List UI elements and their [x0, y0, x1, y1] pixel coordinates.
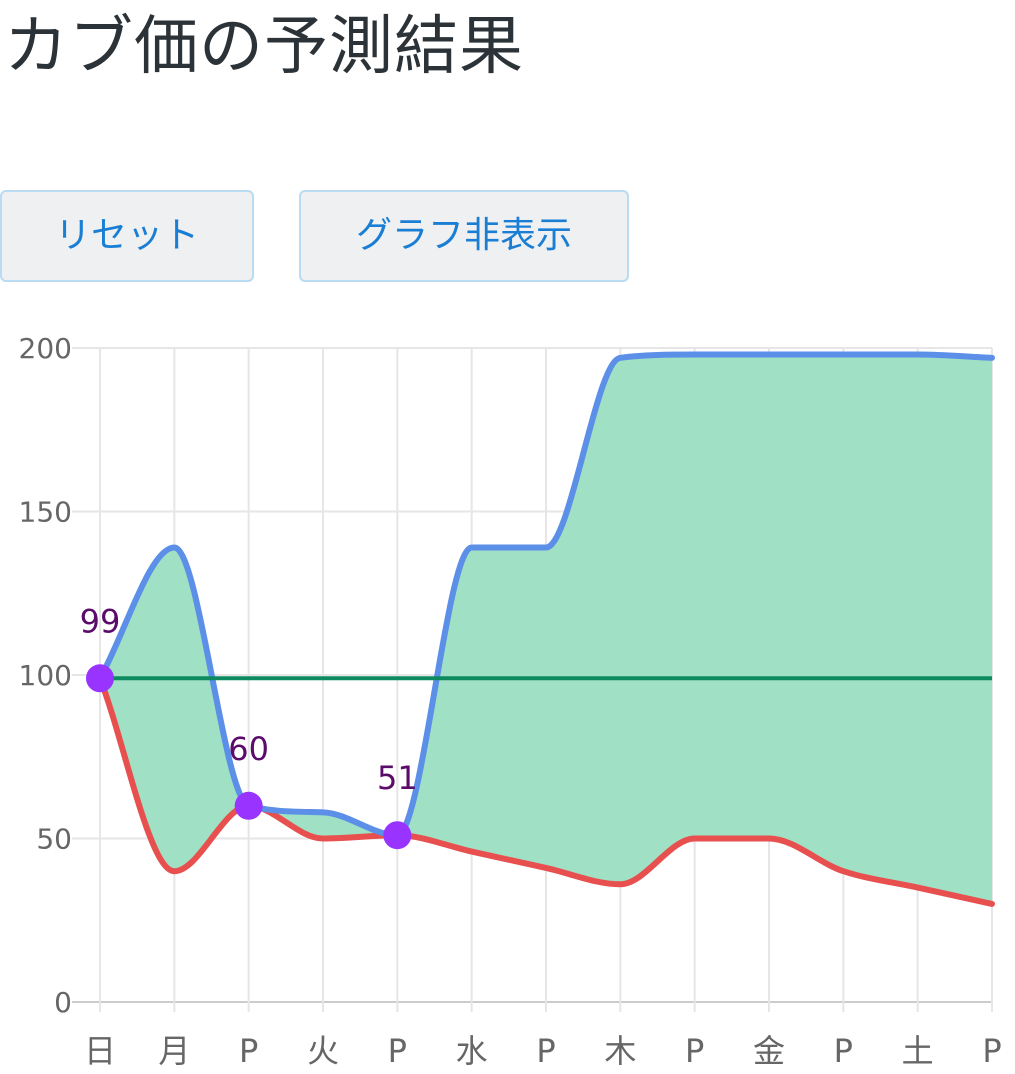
hide-graph-button[interactable]: グラフ非表示 — [299, 190, 629, 282]
y-axis: 0 50 100 150 200 — [19, 332, 72, 1019]
data-point-label: 60 — [228, 730, 269, 768]
x-tick-label: P — [239, 1032, 258, 1070]
x-tick-label: P — [834, 1032, 853, 1070]
x-tick-label: P — [388, 1032, 407, 1070]
reset-button[interactable]: リセット — [0, 190, 254, 282]
x-tick-label: 金 — [753, 1032, 785, 1070]
y-tick-label: 150 — [19, 496, 72, 529]
x-tick-label: 木 — [604, 1032, 636, 1070]
x-tick-label: P — [536, 1032, 555, 1070]
x-tick-label: 月 — [158, 1032, 190, 1070]
page-title: カブ価の予測結果 — [4, 10, 524, 84]
price-forecast-chart: 99 60 51 0 50 100 150 200 日 月 P 火 P 水 P 木 P 金 P 土 P — [19, 332, 1002, 1070]
y-tick-label: 0 — [54, 986, 72, 1019]
y-tick-label: 50 — [36, 823, 72, 856]
range-fill — [100, 354, 992, 904]
x-tick-label: 火 — [307, 1032, 339, 1070]
x-tick-label: P — [982, 1032, 1001, 1070]
chart-lines — [97, 351, 995, 907]
y-tick-label: 100 — [19, 659, 72, 692]
data-point-label: 99 — [80, 602, 121, 640]
min-price-line — [97, 675, 995, 907]
x-tick-label: 土 — [902, 1032, 934, 1070]
data-point — [383, 821, 412, 850]
max-price-line — [97, 351, 995, 839]
data-point — [86, 664, 114, 693]
x-tick-label: P — [685, 1032, 704, 1070]
data-points: 99 60 51 — [80, 602, 418, 850]
y-tick-label: 200 — [19, 332, 72, 365]
x-tick-label: 日 — [84, 1032, 116, 1070]
data-point-label: 51 — [377, 759, 418, 797]
data-point — [234, 791, 263, 820]
x-tick-label: 水 — [456, 1032, 488, 1070]
range-area — [100, 354, 992, 904]
